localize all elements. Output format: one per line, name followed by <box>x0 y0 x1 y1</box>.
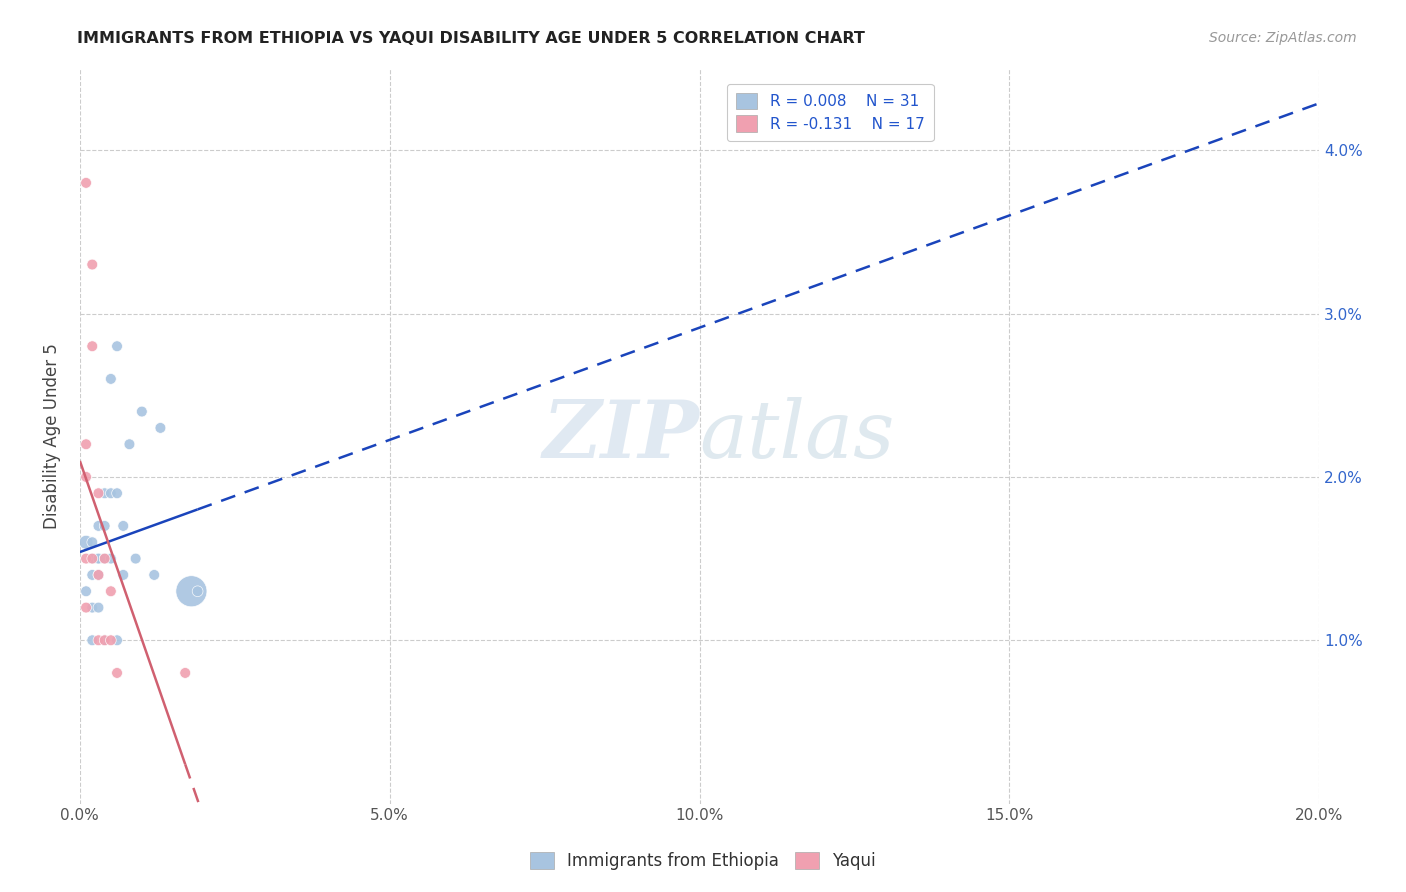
Point <box>82 600 104 615</box>
Point <box>131 404 153 418</box>
Point <box>87 600 110 615</box>
Text: IMMIGRANTS FROM ETHIOPIA VS YAQUI DISABILITY AGE UNDER 5 CORRELATION CHART: IMMIGRANTS FROM ETHIOPIA VS YAQUI DISABI… <box>77 31 865 46</box>
Point <box>105 486 128 500</box>
Point <box>100 584 122 599</box>
Point <box>82 633 104 648</box>
Point <box>82 551 104 566</box>
Legend: Immigrants from Ethiopia, Yaqui: Immigrants from Ethiopia, Yaqui <box>523 845 883 877</box>
Point <box>93 551 115 566</box>
Point <box>105 339 128 353</box>
Point <box>93 551 115 566</box>
Point <box>87 568 110 582</box>
Point <box>82 339 104 353</box>
Point <box>93 519 115 533</box>
Point <box>143 568 166 582</box>
Point <box>105 665 128 680</box>
Point <box>87 633 110 648</box>
Point <box>87 551 110 566</box>
Point <box>75 470 97 484</box>
Point <box>112 519 135 533</box>
Point <box>124 551 146 566</box>
Point <box>87 551 110 566</box>
Text: ZIP: ZIP <box>543 397 700 475</box>
Point <box>112 568 135 582</box>
Point <box>149 421 172 435</box>
Point <box>75 535 97 549</box>
Point <box>75 600 97 615</box>
Legend: R = 0.008    N = 31, R = -0.131    N = 17: R = 0.008 N = 31, R = -0.131 N = 17 <box>727 84 934 141</box>
Point <box>118 437 141 451</box>
Point <box>100 372 122 386</box>
Point <box>174 665 197 680</box>
Text: Source: ZipAtlas.com: Source: ZipAtlas.com <box>1209 31 1357 45</box>
Point <box>100 633 122 648</box>
Point <box>180 584 202 599</box>
Point <box>82 551 104 566</box>
Point <box>87 519 110 533</box>
Point <box>93 633 115 648</box>
Point <box>75 176 97 190</box>
Point <box>75 584 97 599</box>
Point <box>105 633 128 648</box>
Point <box>100 486 122 500</box>
Point <box>82 568 104 582</box>
Point <box>100 551 122 566</box>
Point <box>93 633 115 648</box>
Y-axis label: Disability Age Under 5: Disability Age Under 5 <box>44 343 60 529</box>
Point <box>87 568 110 582</box>
Point <box>75 437 97 451</box>
Point <box>75 551 97 566</box>
Point <box>82 535 104 549</box>
Point <box>187 584 209 599</box>
Point <box>82 258 104 272</box>
Point <box>87 486 110 500</box>
Text: atlas: atlas <box>700 397 894 475</box>
Point <box>93 486 115 500</box>
